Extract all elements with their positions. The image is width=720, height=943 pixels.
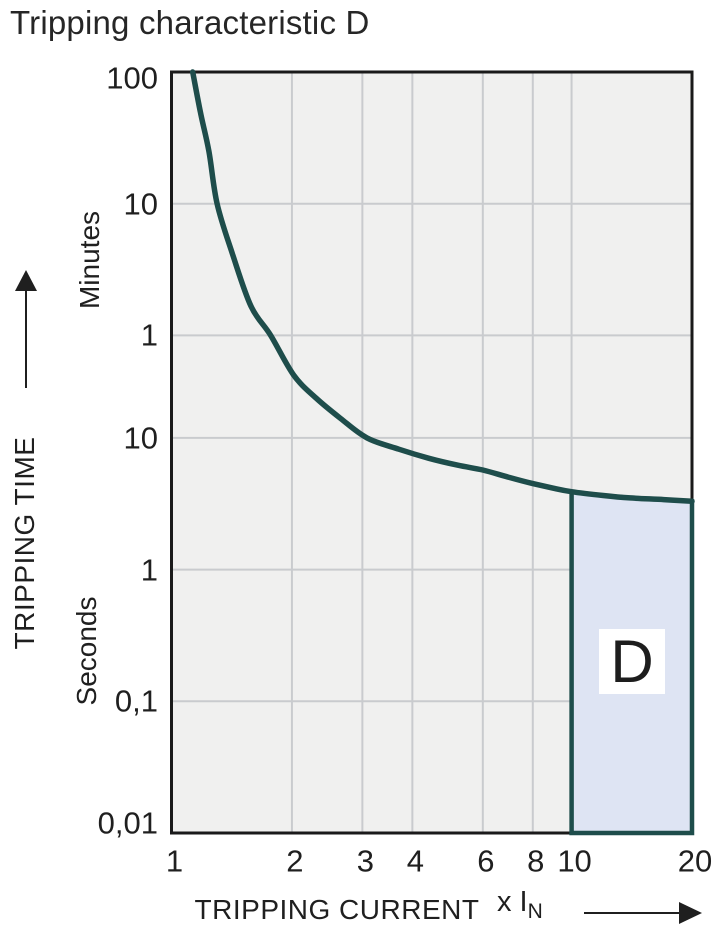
x-tick-label: 6	[477, 843, 495, 879]
up-arrow-icon	[15, 270, 37, 388]
y-tick-label: 1	[140, 552, 158, 588]
x-tick-label: 4	[406, 843, 424, 879]
x-axis-unit: x IN	[497, 886, 543, 924]
x-axis-unit-subscript: N	[527, 900, 543, 923]
y-axis-unit-seconds: Seconds	[71, 596, 102, 706]
x-tick-label: 8	[527, 843, 545, 879]
y-axis-unit-minutes: Minutes	[74, 210, 105, 310]
plot-border	[170, 70, 694, 835]
x-tick-label: 20	[677, 843, 713, 879]
x-axis-unit-prefix: x I	[497, 886, 528, 918]
x-axis-title: TRIPPING CURRENT	[194, 894, 480, 925]
x-tick-label: 3	[356, 843, 374, 879]
y-tick-label: 100	[106, 60, 158, 96]
tripping-curve	[189, 69, 695, 505]
x-tick-label: 1	[165, 843, 184, 879]
y-tick-label: 10	[123, 186, 158, 222]
page-title: Tripping characteristic D	[10, 4, 370, 41]
y-tick-label: 0,01	[97, 805, 158, 841]
y-tick-label: 1	[140, 317, 158, 353]
y-tick-label: 10	[123, 420, 158, 456]
x-tick-label: 10	[557, 843, 592, 879]
region-label-box: D	[599, 628, 665, 695]
region-label: D	[610, 628, 654, 695]
y-tick-label: 0,1	[114, 683, 158, 719]
y-axis-title: TRIPPING TIME	[9, 436, 40, 650]
x-tick-label: 2	[286, 843, 304, 879]
right-arrow-icon	[584, 902, 702, 924]
